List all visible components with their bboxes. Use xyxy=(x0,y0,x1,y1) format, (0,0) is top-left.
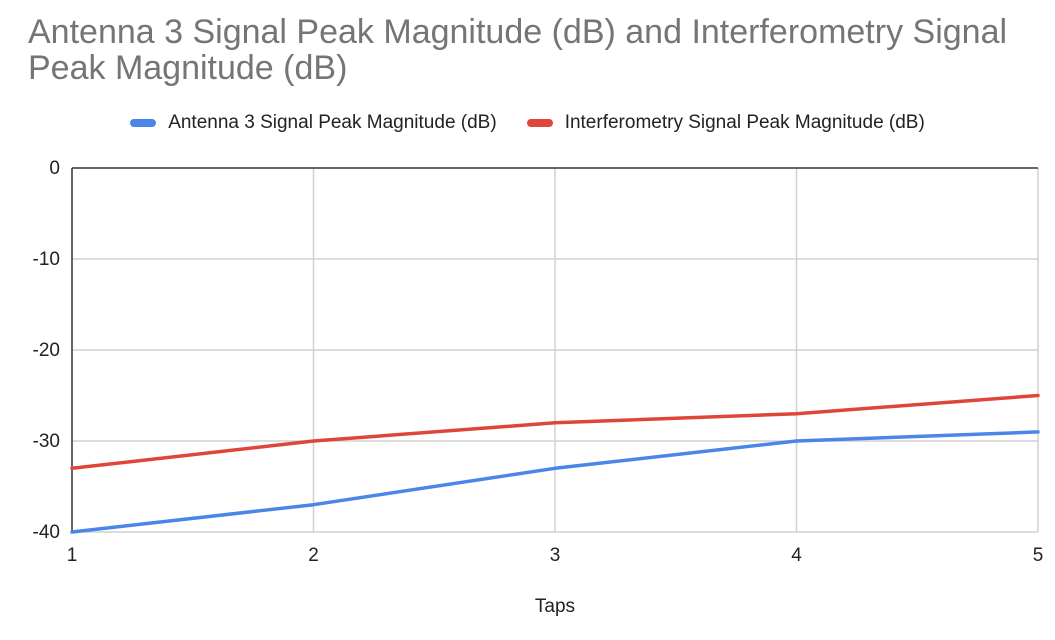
axes xyxy=(71,167,1038,532)
legend-label-antenna-3: Antenna 3 Signal Peak Magnitude (dB) xyxy=(168,112,497,133)
x-tick-label: 3 xyxy=(550,545,561,566)
chart-title: Antenna 3 Signal Peak Magnitude (dB) and… xyxy=(28,13,1008,87)
y-tick-label: 0 xyxy=(49,158,60,179)
legend-item-antenna-3[interactable]: Antenna 3 Signal Peak Magnitude (dB) xyxy=(130,112,497,134)
y-tick-label: -30 xyxy=(33,431,60,452)
legend-swatch-interferometry xyxy=(526,119,553,127)
y-tick-labels: 0 -10 -20 -30 -40 xyxy=(33,158,60,543)
legend-item-interferometry[interactable]: Interferometry Signal Peak Magnitude (dB… xyxy=(526,112,925,134)
x-tick-label: 4 xyxy=(791,545,802,566)
series-lines xyxy=(70,393,1040,534)
chart-legend: Antenna 3 Signal Peak Magnitude (dB) Int… xyxy=(0,112,1055,134)
y-tick-label: -20 xyxy=(33,340,60,361)
legend-swatch-antenna-3 xyxy=(130,119,157,127)
series-line-antenna-3[interactable] xyxy=(70,430,1040,534)
x-tick-label: 1 xyxy=(67,545,78,566)
y-tick-label: -40 xyxy=(33,522,60,543)
series-line-interferometry[interactable] xyxy=(70,393,1040,471)
x-axis-title: Taps xyxy=(534,596,576,617)
x-tick-label: 2 xyxy=(308,545,319,566)
x-tick-label: 5 xyxy=(1033,545,1044,566)
x-tick-labels: 1 2 3 4 5 xyxy=(67,545,1044,566)
y-tick-label: -10 xyxy=(33,249,60,270)
grid-lines xyxy=(72,168,1039,533)
legend-label-interferometry: Interferometry Signal Peak Magnitude (dB… xyxy=(564,112,925,133)
